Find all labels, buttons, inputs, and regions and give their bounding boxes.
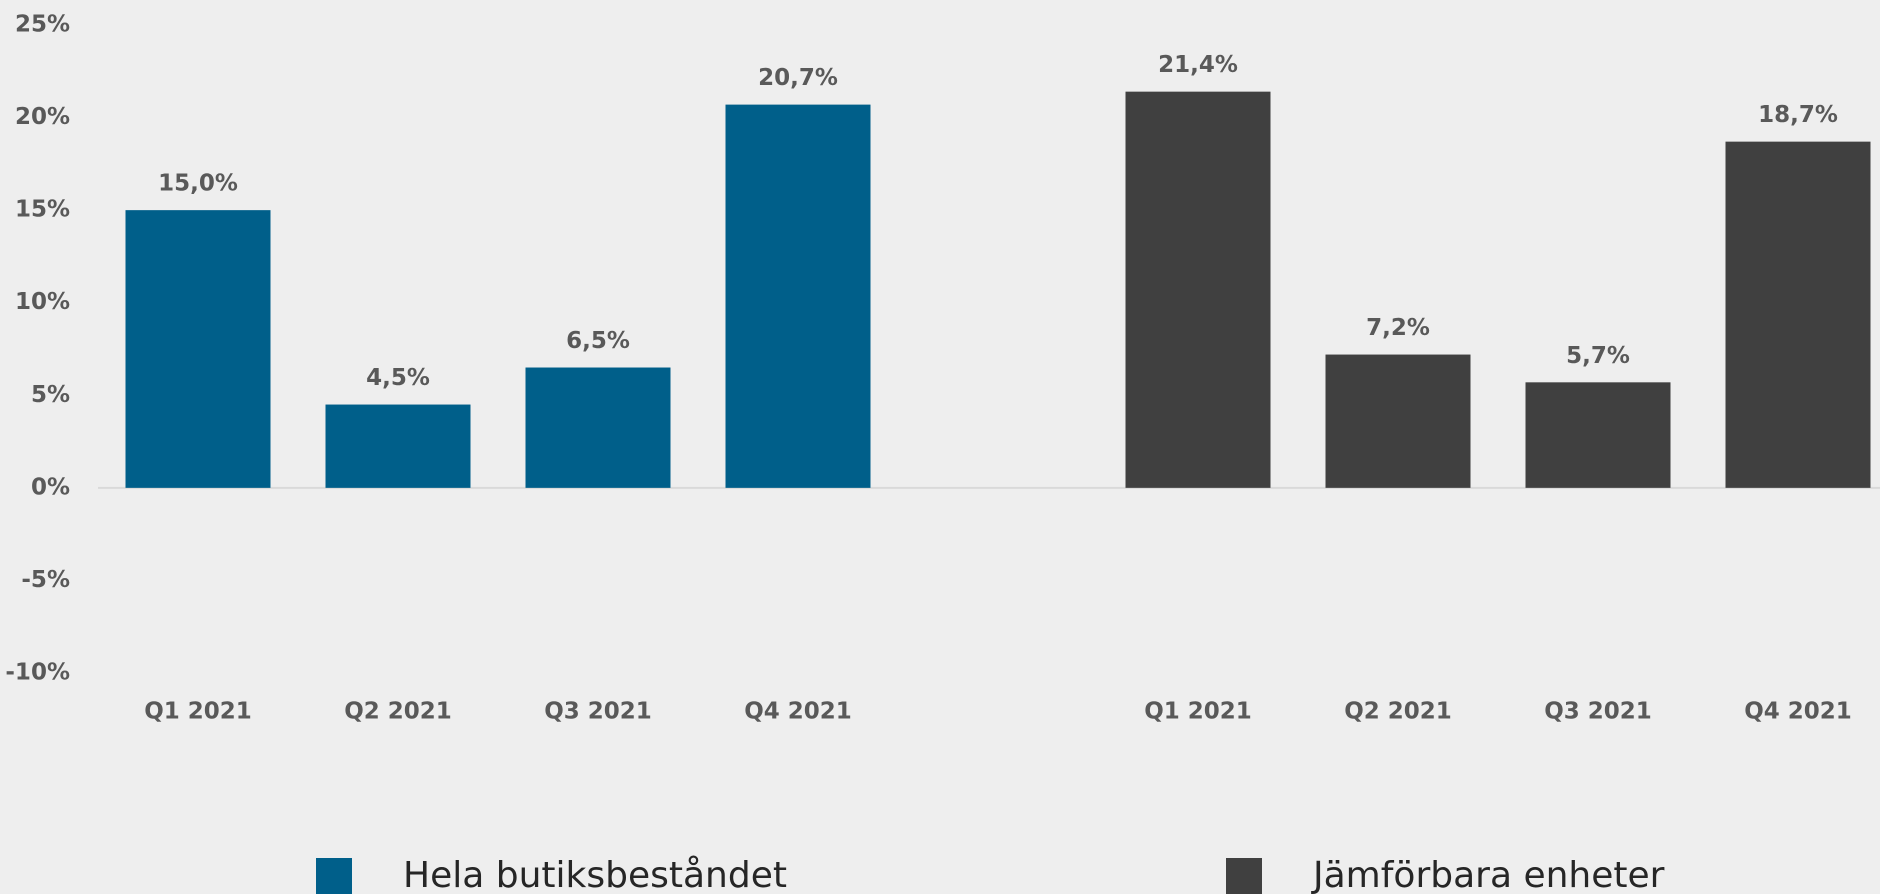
- data-label: 4,5%: [366, 365, 430, 391]
- bar: [1725, 141, 1871, 488]
- bar: [325, 404, 471, 488]
- bar: [725, 104, 871, 488]
- bar: [125, 210, 271, 488]
- bar: [1325, 354, 1471, 488]
- bar: [525, 367, 671, 488]
- data-label: 5,7%: [1566, 343, 1630, 369]
- data-label: 18,7%: [1758, 102, 1838, 128]
- data-label: 7,2%: [1366, 315, 1430, 341]
- x-tick-label: Q4 2021: [1744, 699, 1852, 725]
- data-label: 6,5%: [566, 328, 630, 354]
- x-tick-label: Q1 2021: [144, 699, 252, 725]
- y-tick-label: 20%: [15, 104, 70, 130]
- data-label: 15,0%: [158, 171, 238, 197]
- x-tick-label: Q2 2021: [344, 699, 452, 725]
- legend-label: Hela butiksbeståndet: [403, 855, 787, 894]
- y-tick-label: 0%: [31, 474, 70, 500]
- y-tick-label: 25%: [15, 12, 70, 38]
- x-tick-label: Q4 2021: [744, 699, 852, 725]
- y-tick-label: 10%: [15, 289, 70, 315]
- bar: [1125, 91, 1271, 488]
- legend-swatch: [316, 858, 352, 894]
- y-tick-label: -10%: [5, 660, 70, 686]
- y-tick-label: -5%: [21, 567, 70, 593]
- x-tick-label: Q3 2021: [1544, 699, 1652, 725]
- legend-label: Jämförbara enheter: [1311, 855, 1665, 894]
- legend-swatch: [1226, 858, 1262, 894]
- bar: [1525, 382, 1671, 488]
- y-tick-label: 15%: [15, 197, 70, 223]
- data-label: 20,7%: [758, 65, 838, 91]
- x-tick-label: Q3 2021: [544, 699, 652, 725]
- data-label: 21,4%: [1158, 52, 1238, 78]
- x-tick-label: Q1 2021: [1144, 699, 1252, 725]
- y-tick-label: 5%: [31, 382, 70, 408]
- x-tick-label: Q2 2021: [1344, 699, 1452, 725]
